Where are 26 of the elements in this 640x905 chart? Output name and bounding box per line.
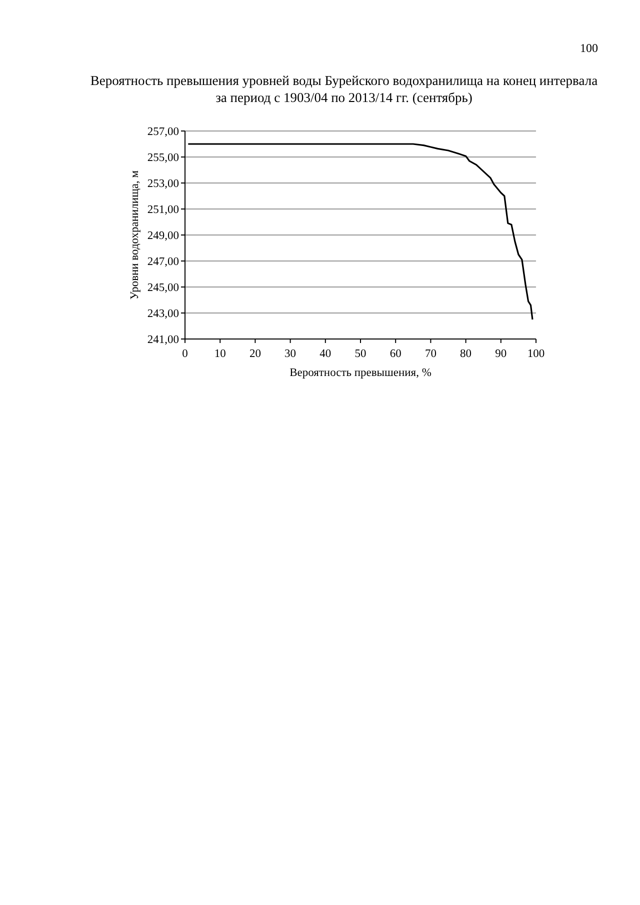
x-tick-label: 50: [354, 348, 366, 360]
text: 100: [580, 41, 598, 55]
chart-title: Вероятность превышения уровней воды Бурейского водохранилища на конец интервала: [90, 73, 598, 88]
x-tick-label: 40: [320, 348, 332, 360]
y-axis-title: Уровни водохранилища, м: [129, 170, 141, 300]
x-tick-label: 80: [460, 348, 472, 360]
x-tick-label: 70: [424, 348, 437, 360]
y-tick-label: 249,00: [147, 230, 180, 242]
x-axis-title: Вероятность превышения, %: [290, 367, 432, 379]
y-tick-label: 253,00: [147, 178, 180, 190]
y-tick-label: 255,00: [147, 152, 180, 164]
chart-subtitle: за период с 1903/04 по 2013/14 гг. (сентябрь): [216, 90, 472, 105]
y-tick-label: 247,00: [147, 256, 180, 268]
y-tick-label: 251,00: [147, 204, 180, 216]
x-tick-label: 90: [495, 348, 507, 360]
x-tick-label: 30: [284, 348, 296, 360]
x-tick-label: 20: [249, 348, 262, 360]
y-tick-label: 243,00: [147, 308, 180, 320]
x-tick-label: 100: [527, 348, 545, 360]
y-tick-label: 241,00: [147, 334, 180, 346]
line-series: [187, 143, 534, 320]
x-tick-label: 0: [182, 348, 188, 360]
y-tick-label: 257,00: [147, 126, 180, 138]
x-tick-label: 10: [214, 348, 226, 360]
y-tick-label: 245,00: [147, 282, 180, 294]
x-tick-label: 60: [390, 348, 402, 360]
